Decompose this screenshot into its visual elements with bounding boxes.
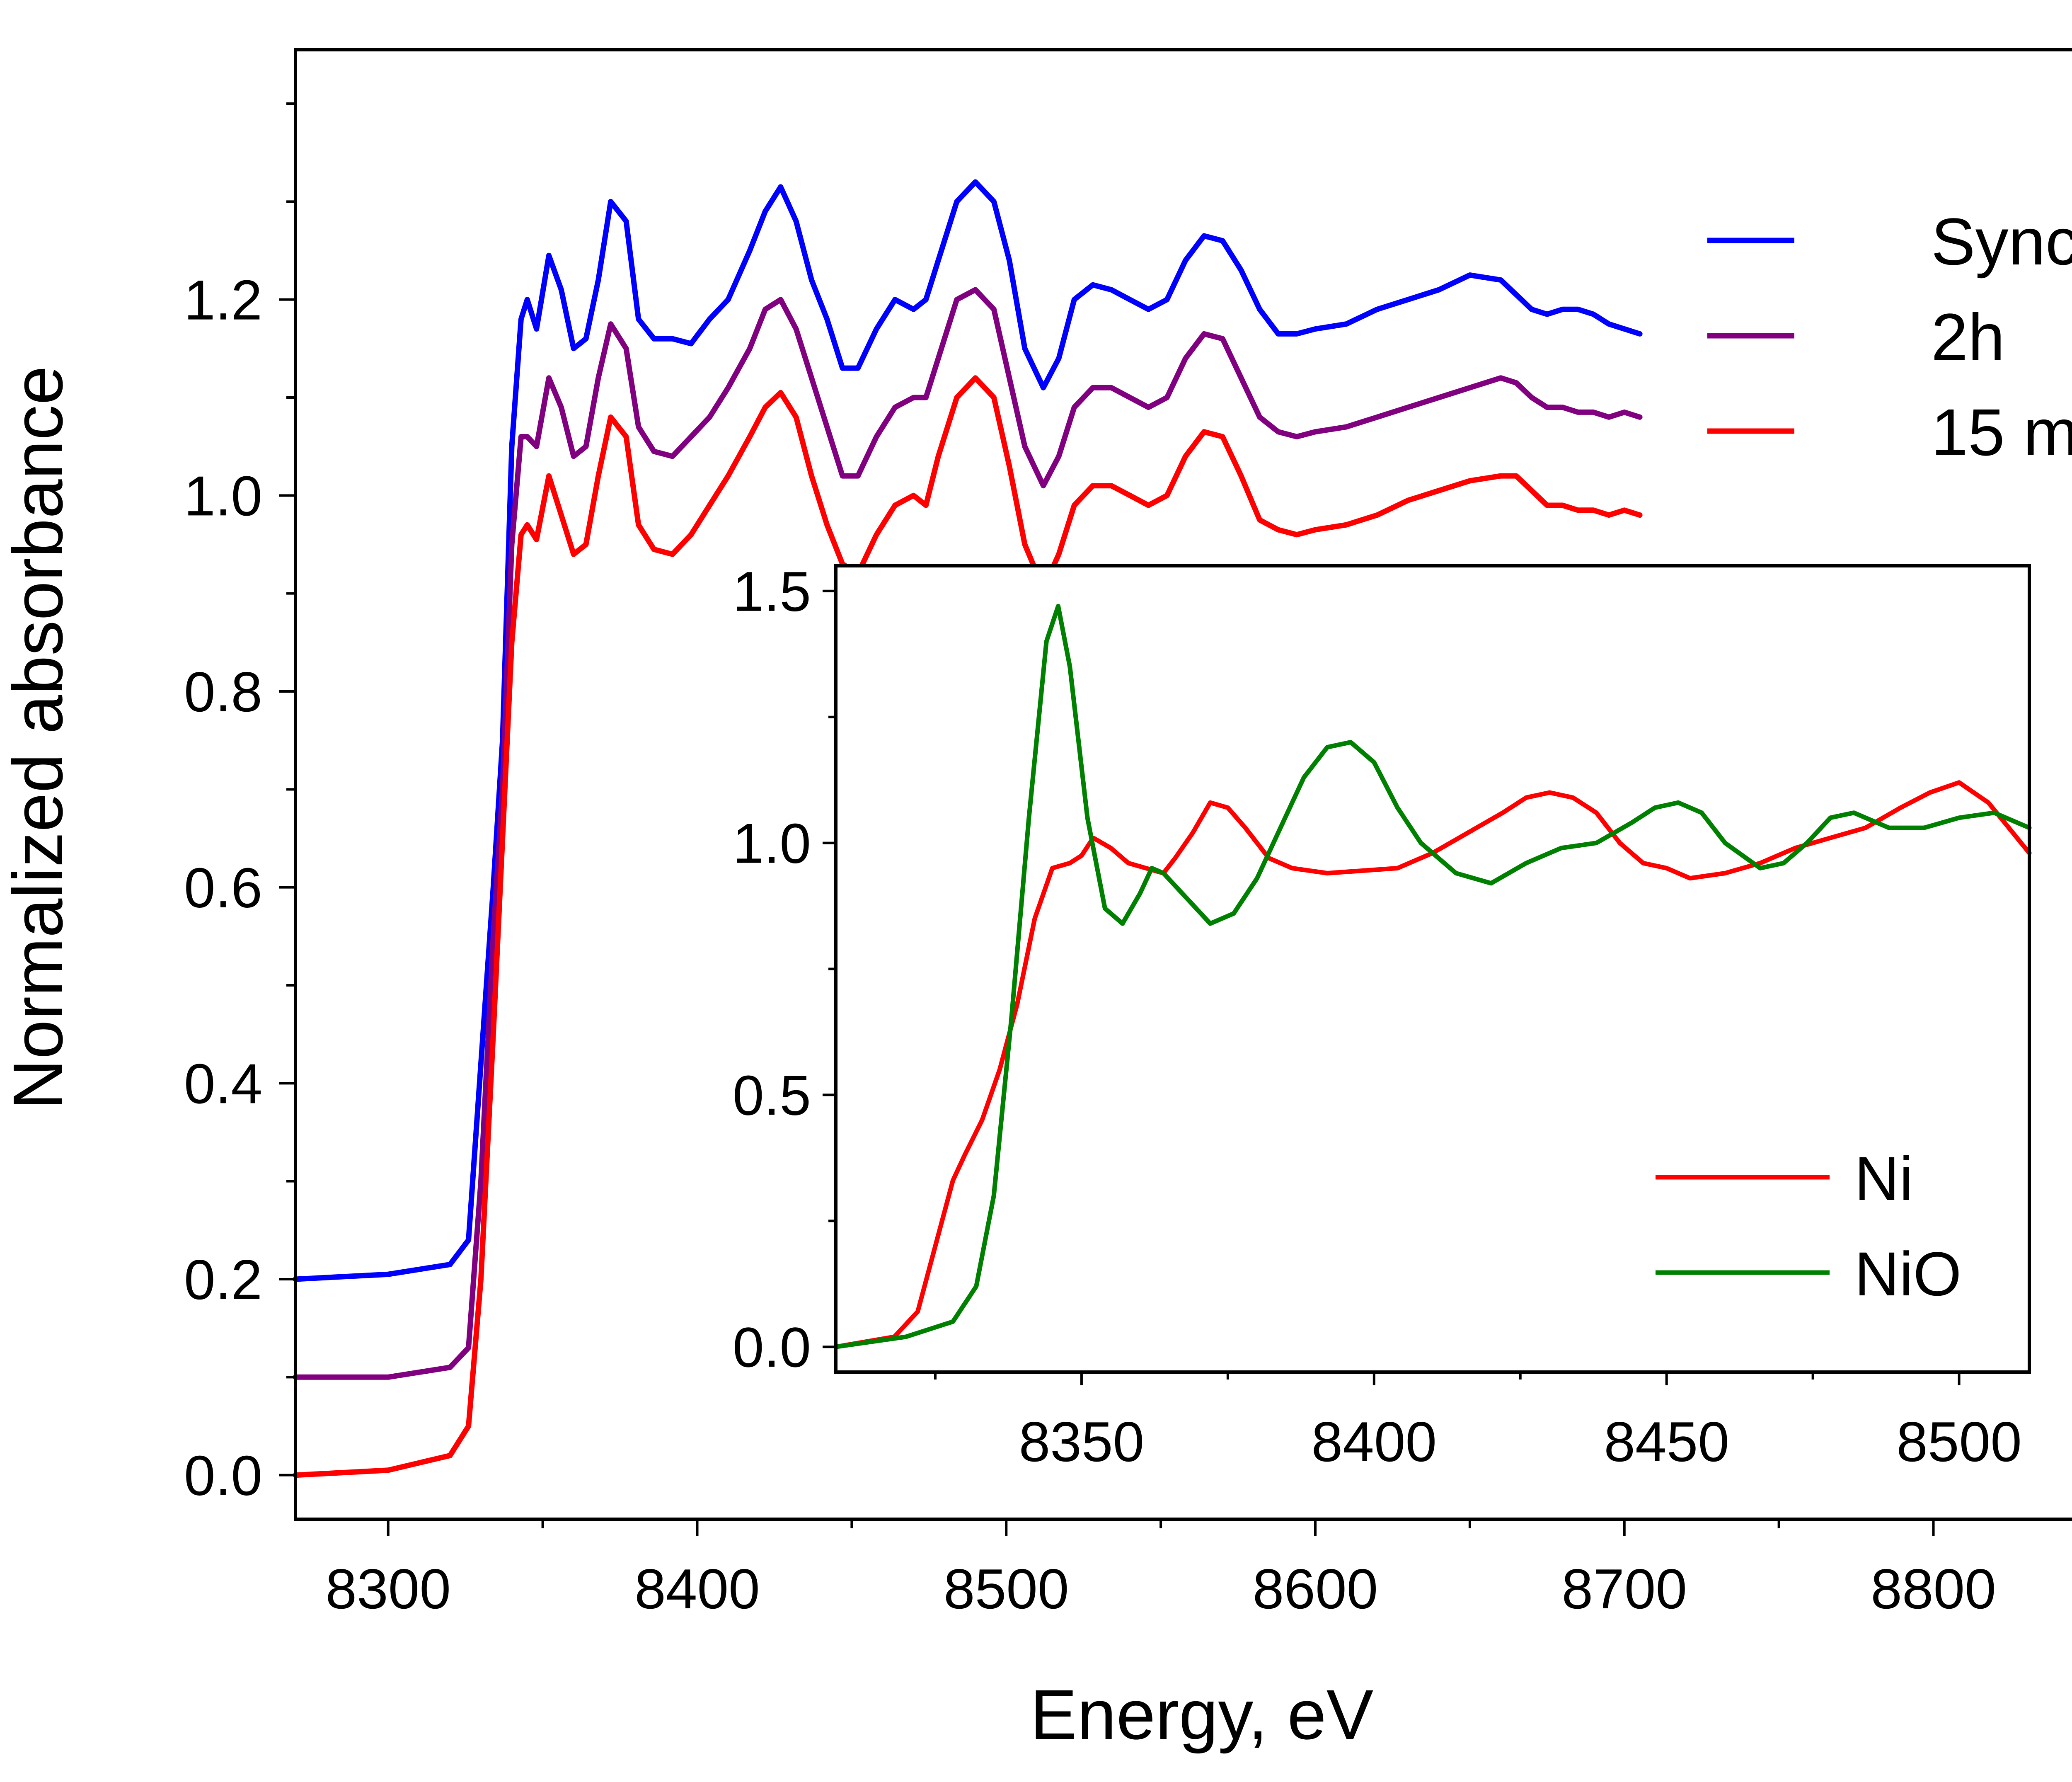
inset-x-tick-label: 8450: [1604, 1410, 1729, 1473]
main-x-tick-label: 8700: [1562, 1557, 1687, 1620]
inset-x-ticks: 8350 8400 8450 8500: [934, 1372, 2022, 1473]
inset-series-line-ni: [833, 780, 2032, 1349]
inset-x-tick-label: 8400: [1312, 1410, 1437, 1473]
inset-y-tick-label: 1.0: [733, 812, 811, 875]
main-legend: Synchr. 2h 15 min: [1707, 204, 2072, 469]
main-y-tick-label: 0.4: [184, 1052, 262, 1115]
main-y-ticks: 0.0 0.2 0.4 0.6 0.8 1.0 1.2: [184, 102, 295, 1507]
main-y-tick-label: 0.0: [184, 1444, 262, 1507]
inset-y-tick-label: 1.5: [733, 560, 811, 623]
inset-plot: 8350 8400 8450 8500 0.0 0.5 1.0 1.5 Ni NiO: [733, 560, 2032, 1473]
main-y-tick-label: 0.8: [184, 660, 262, 723]
main-series-line-2h: [293, 287, 1643, 1380]
main-x-ticks: 8300 8400 8500 8600 8700 8800: [325, 1519, 1996, 1620]
inset-x-tick-label: 8350: [1019, 1410, 1145, 1473]
inset-y-tick-label: 0.5: [733, 1064, 811, 1127]
main-y-tick-label: 0.2: [184, 1248, 262, 1311]
inset-x-tick-label: 8500: [1896, 1410, 2022, 1473]
main-series-group: [293, 179, 1643, 1478]
inset-background: [836, 566, 2029, 1372]
main-plot: 8300 8400 8500 8600 8700 8800 0.0 0.2 0.4 0.6 0.8…: [0, 48, 2072, 1754]
main-legend-label-2h: 2h: [1931, 300, 2005, 374]
y-axis-title: Normalized absorbance: [0, 366, 77, 1110]
main-y-tick-label: 0.6: [184, 856, 262, 919]
main-series-line-15-min: [293, 375, 1643, 1478]
main-x-tick-label: 8800: [1871, 1557, 1996, 1620]
main-legend-label-15-min: 15 min: [1931, 395, 2072, 469]
main-y-tick-label: 1.0: [184, 464, 262, 527]
main-x-tick-label: 8300: [325, 1557, 451, 1620]
inset-legend-label-nio: NiO: [1854, 1239, 1961, 1309]
main-x-tick-label: 8400: [634, 1557, 760, 1620]
main-x-tick-label: 8600: [1253, 1557, 1378, 1620]
inset-legend-label-ni: Ni: [1854, 1144, 1913, 1213]
main-legend-label-synchr: Synchr.: [1931, 204, 2072, 279]
inset-legend: Ni NiO: [1656, 1144, 1961, 1309]
x-axis-title: Energy, eV: [1030, 1675, 1373, 1754]
inset-y-tick-label: 0.0: [733, 1316, 811, 1379]
inset-y-ticks: 0.0 0.5 1.0 1.5: [733, 560, 836, 1379]
main-x-tick-label: 8500: [944, 1557, 1069, 1620]
main-series-line-synchr: [293, 179, 1643, 1282]
inset-series-line-nio: [833, 604, 2032, 1349]
inset-series-group: [833, 604, 2032, 1349]
main-plot-frame: [294, 48, 2072, 1521]
main-y-tick-label: 1.2: [184, 269, 262, 332]
